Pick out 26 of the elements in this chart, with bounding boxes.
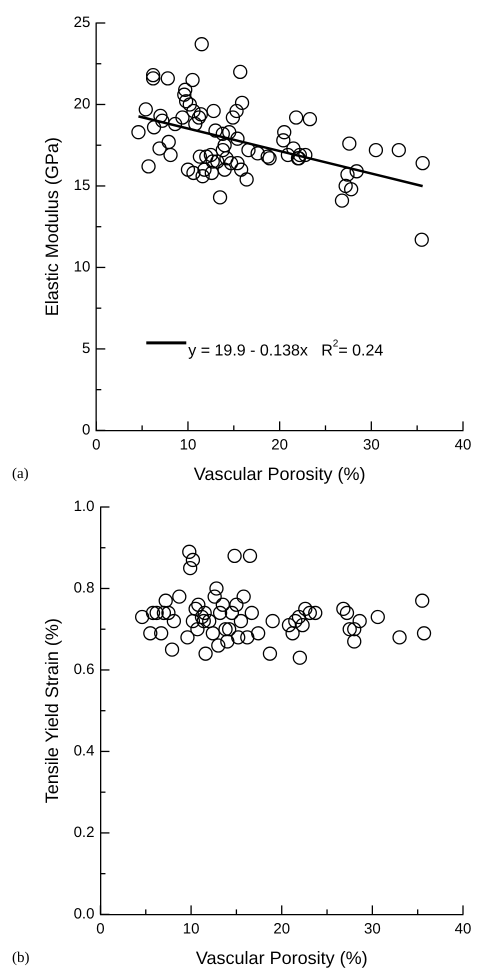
- y-tick-label: 5: [82, 340, 90, 358]
- y-tick-label: 0.8: [74, 580, 94, 597]
- y-tick-label: 0.0: [74, 906, 94, 923]
- x-tick-label: 20: [271, 436, 288, 454]
- x-tick-label: 10: [180, 436, 196, 454]
- y-tick-label: 10: [74, 258, 90, 276]
- x-tick-label: 40: [454, 436, 472, 454]
- y-tick-label: 15: [74, 177, 90, 194]
- x-tick-label: 40: [454, 920, 472, 938]
- x-tick-label: 30: [362, 436, 380, 454]
- y-tick-label: 0.2: [74, 824, 94, 842]
- x-tick-label: 20: [273, 920, 290, 938]
- x-tick-label: 10: [182, 920, 200, 938]
- y-tick-label: 0.6: [74, 661, 94, 678]
- y-tick-label: 25: [74, 14, 90, 32]
- text: (b): [12, 950, 30, 966]
- text: (a): [12, 466, 29, 482]
- y-tick-label: 1.0: [74, 498, 94, 516]
- y-tick-label: 20: [74, 96, 90, 113]
- x-axis-title: Vascular Porosity (%): [196, 948, 368, 968]
- x-axis-title: Vascular Porosity (%): [194, 464, 366, 484]
- y-tick-label: 0: [82, 422, 90, 439]
- x-tick-label: 30: [364, 920, 381, 938]
- y-tick-label: 0.4: [74, 742, 94, 760]
- y-axis-title: Elastic Modulus (GPa): [42, 137, 62, 316]
- y-axis-title: Tensile Yield Strain (%): [42, 618, 62, 804]
